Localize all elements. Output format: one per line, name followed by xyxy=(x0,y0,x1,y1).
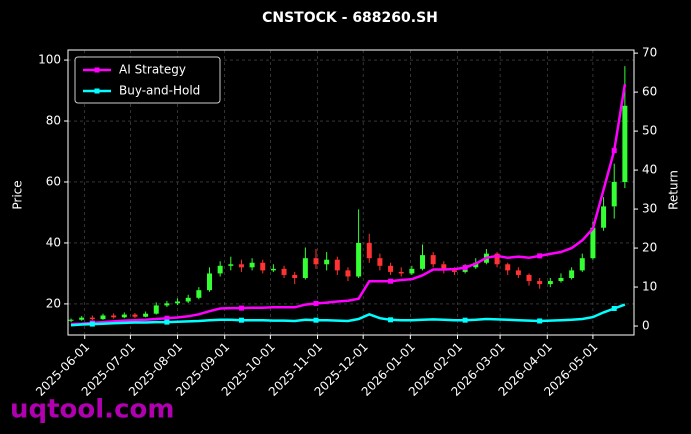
candle-body xyxy=(100,315,106,320)
line-series xyxy=(70,303,626,327)
candle-body xyxy=(388,265,394,272)
candle-body xyxy=(547,281,553,285)
line-marker xyxy=(462,265,468,271)
line-series xyxy=(70,84,627,326)
line-marker xyxy=(238,317,244,323)
candle-body xyxy=(345,270,351,277)
candle-body xyxy=(207,273,212,291)
line-marker xyxy=(313,317,319,323)
candle-body xyxy=(569,270,575,278)
candle-body xyxy=(121,314,127,318)
y2-tick-label: 0 xyxy=(642,319,650,333)
candle-body xyxy=(441,264,447,271)
candle-body xyxy=(196,290,202,298)
candle-body xyxy=(153,305,159,314)
y2-axis-label: Return xyxy=(667,170,681,210)
line-marker xyxy=(238,305,244,311)
y-axis-label: Price xyxy=(11,180,25,209)
candle-body xyxy=(260,262,266,271)
legend-marker xyxy=(94,67,100,73)
candle-body xyxy=(249,262,255,268)
candle-body xyxy=(217,265,223,274)
y2-tick-label: 70 xyxy=(642,46,657,60)
candle-body xyxy=(228,264,234,266)
candle-body xyxy=(334,259,340,271)
candle-body xyxy=(558,278,564,282)
candle-body xyxy=(164,303,170,306)
legend-box xyxy=(74,56,221,104)
candle-body xyxy=(451,270,457,272)
y2-tick-label: 60 xyxy=(642,85,657,99)
candle-body xyxy=(313,258,319,265)
legend-label: AI Strategy xyxy=(119,63,186,77)
line-marker xyxy=(164,319,170,325)
candle-body xyxy=(409,268,415,274)
candle-body xyxy=(515,270,521,275)
line-marker xyxy=(537,318,543,324)
candle-body xyxy=(505,264,511,271)
line-marker xyxy=(611,305,617,311)
candle-body xyxy=(132,314,138,317)
y-tick-label: 100 xyxy=(38,53,61,67)
line-marker xyxy=(611,148,617,154)
y-tick-label: 20 xyxy=(46,296,61,310)
legend-label: Buy-and-Hold xyxy=(119,84,200,98)
y2-tick-label: 40 xyxy=(642,163,657,177)
candle-body xyxy=(185,297,191,302)
candle-body xyxy=(270,268,276,271)
line-marker xyxy=(313,300,319,306)
legend-marker xyxy=(94,88,100,94)
line-marker xyxy=(89,321,95,327)
candle-body xyxy=(473,262,479,268)
candle-body xyxy=(111,315,117,318)
line-marker xyxy=(462,317,468,323)
candle-body xyxy=(143,313,149,317)
y-tick-label: 40 xyxy=(46,235,61,249)
y2-tick-label: 10 xyxy=(642,280,657,294)
candle-body xyxy=(292,274,298,278)
y2-tick-label: 30 xyxy=(642,202,657,216)
candle-body xyxy=(430,255,436,265)
y-tick-label: 60 xyxy=(46,174,61,188)
candle-body xyxy=(526,274,532,282)
candle-body xyxy=(302,258,308,278)
y2-tick-label: 50 xyxy=(642,124,657,138)
candle-body xyxy=(377,258,383,266)
candle-body xyxy=(175,301,181,304)
candle-body xyxy=(68,319,74,321)
line-marker xyxy=(388,278,394,284)
candle-body xyxy=(622,105,628,182)
candle-body xyxy=(324,259,330,265)
candle-body xyxy=(89,317,95,320)
candle-body xyxy=(281,268,287,275)
chart-title: CNSTOCK - 688260.SH xyxy=(262,10,438,26)
candle-body xyxy=(611,181,617,207)
y-tick-label: 80 xyxy=(46,114,61,128)
line-marker xyxy=(164,315,170,321)
candle-body xyxy=(238,264,244,268)
line-marker xyxy=(537,253,543,259)
candle-body xyxy=(79,317,85,320)
candle-body xyxy=(366,242,372,259)
candle-body xyxy=(356,242,362,277)
candle-body xyxy=(494,253,500,265)
line-marker xyxy=(388,317,394,323)
candle-body xyxy=(579,258,585,271)
candle-body xyxy=(398,271,404,274)
candle-body xyxy=(420,255,426,269)
candle-body xyxy=(590,227,596,259)
candle-body xyxy=(537,281,543,285)
watermark: uqtool.com xyxy=(10,395,174,425)
candle-body xyxy=(601,206,607,228)
plot-frame xyxy=(67,49,635,336)
y2-tick-label: 20 xyxy=(642,241,657,255)
